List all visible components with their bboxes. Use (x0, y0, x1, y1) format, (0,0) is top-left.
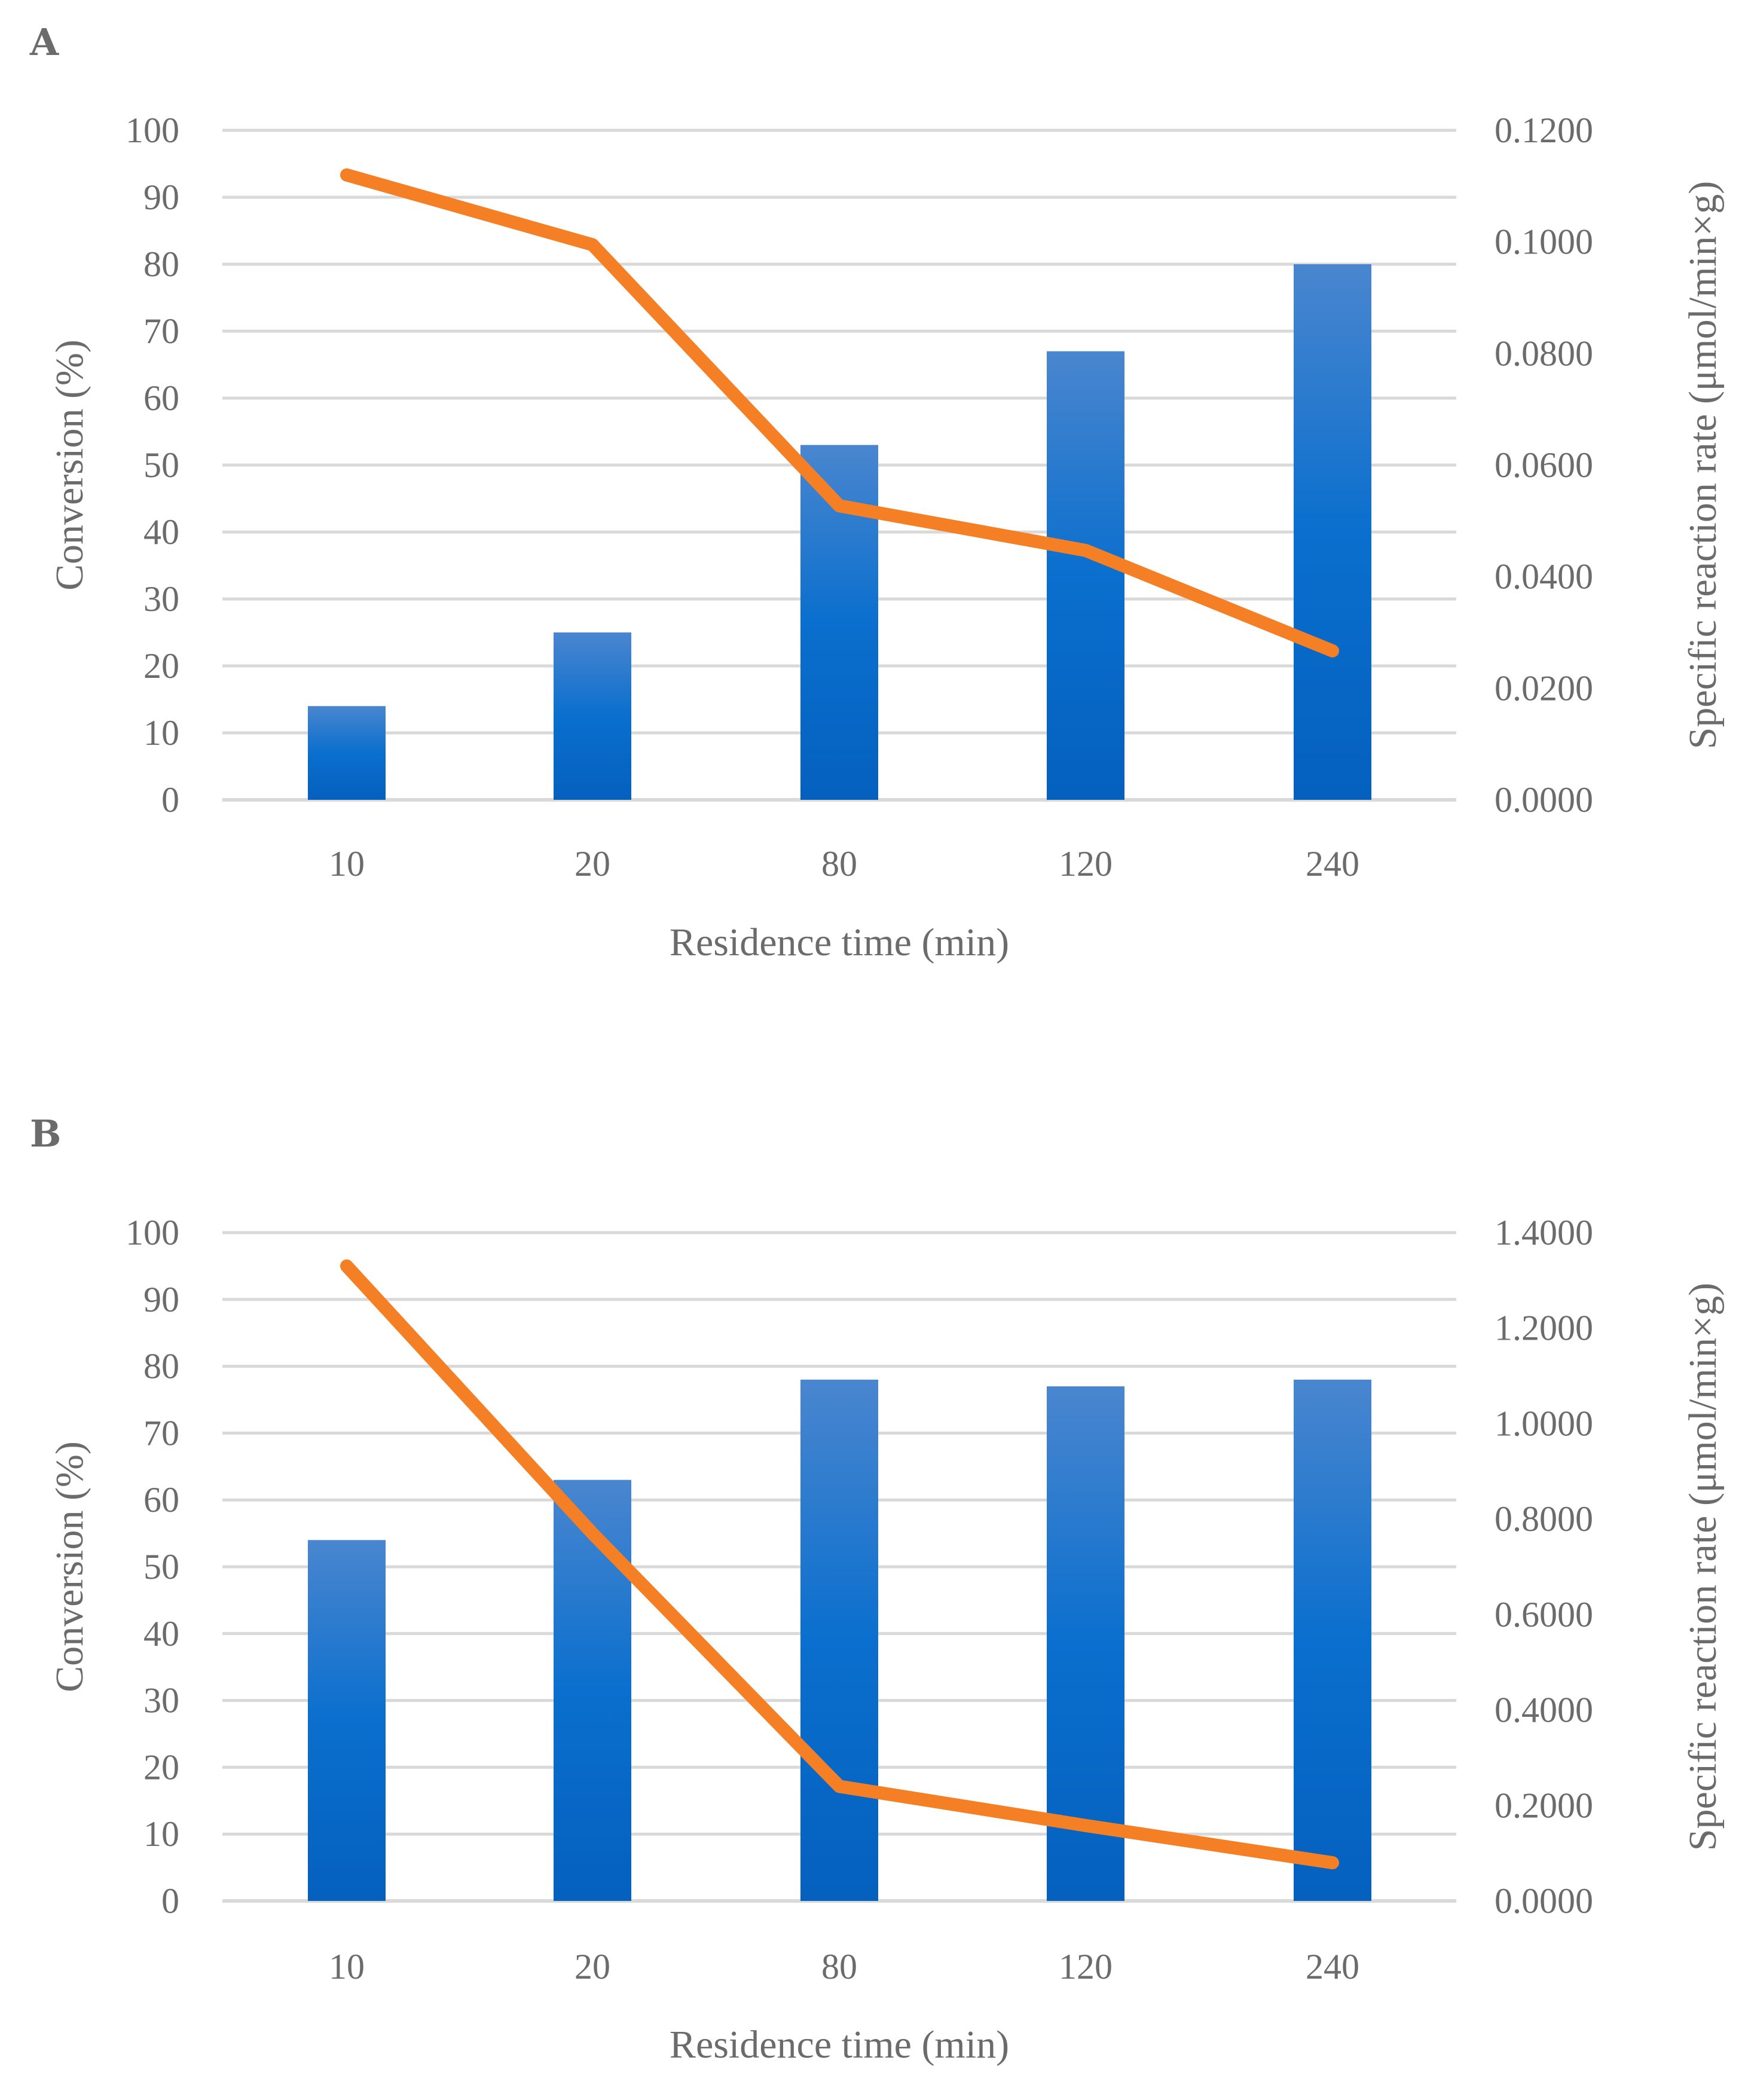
x-tick-label: 80 (821, 1947, 857, 1986)
y-tick-label: 10 (143, 1814, 179, 1854)
y2-tick-label: 0.1200 (1495, 111, 1593, 150)
y-tick-label: 60 (143, 378, 179, 418)
y2-tick-label: 0.6000 (1495, 1595, 1593, 1634)
bar-a-120 (1047, 351, 1124, 800)
bar-b-20 (554, 1480, 631, 1901)
y-tick-label: 70 (143, 1413, 179, 1453)
chart-panel-a: A 0 10 20 30 40 50 60 70 80 90 100 0.0000 0.0200 0.040… (29, 20, 1725, 964)
x-tick-label: 120 (1059, 844, 1113, 884)
x-axis-title: Residence time (min) (670, 921, 1009, 964)
y2-axis-title: Specific reaction rate (μmol/min×g) (1681, 181, 1725, 749)
y-tick-label: 40 (143, 512, 179, 552)
y-tick-label: 80 (143, 1347, 179, 1386)
x-tick-label: 120 (1059, 1947, 1113, 1986)
y2-tick-label: 0.0800 (1495, 334, 1593, 373)
bar-a-10 (308, 706, 386, 800)
y-tick-label: 0 (161, 780, 179, 820)
y2-tick-label: 0.0200 (1495, 668, 1593, 708)
y2-tick-label: 1.4000 (1495, 1213, 1593, 1252)
y2-tick-label: 0.1000 (1495, 222, 1593, 262)
y-tick-label: 0 (161, 1881, 179, 1921)
x-tick-label: 20 (574, 844, 610, 884)
y-tick-label: 10 (143, 713, 179, 753)
bar-a-20 (554, 632, 631, 800)
y2-tick-label: 0.4000 (1495, 1691, 1593, 1730)
y-tick-label: 90 (143, 1280, 179, 1319)
y-axis-title: Conversion (%) (48, 1441, 91, 1692)
y-tick-label: 100 (126, 1213, 179, 1252)
y-axis-title: Conversion (%) (48, 340, 91, 591)
y2-tick-label: 0.2000 (1495, 1786, 1593, 1825)
bar-b-240 (1294, 1379, 1371, 1901)
y2-tick-label: 0.0000 (1495, 1881, 1593, 1921)
panel-letter-b: B (30, 1112, 61, 1156)
y-tick-label: 70 (143, 311, 179, 351)
y2-tick-label: 1.2000 (1495, 1309, 1593, 1348)
y2-tick-label: 0.0000 (1495, 780, 1593, 820)
y2-tick-label: 0.0600 (1495, 445, 1593, 485)
x-axis-title: Residence time (min) (670, 2023, 1009, 2067)
y-tick-label: 90 (143, 178, 179, 217)
y2-axis-title: Specific reaction rate (μmol/min×g) (1681, 1283, 1725, 1851)
panel-letter-a: A (29, 20, 59, 64)
y-tick-label: 20 (143, 646, 179, 686)
chart-panel-b: B 0 10 20 30 40 50 60 70 80 90 100 0.0000 0.2000 0.400… (30, 1112, 1725, 2067)
y2-tick-label: 1.0000 (1495, 1404, 1593, 1443)
x-tick-label: 240 (1306, 844, 1359, 884)
y-tick-label: 30 (143, 1681, 179, 1720)
x-tick-label: 80 (821, 844, 857, 884)
x-tick-label: 10 (329, 1947, 365, 1986)
y-tick-label: 20 (143, 1747, 179, 1787)
y-tick-label: 80 (143, 244, 179, 284)
x-tick-label: 240 (1306, 1947, 1359, 1986)
bar-a-240 (1294, 264, 1371, 800)
x-tick-label: 10 (329, 844, 365, 884)
bar-b-10 (308, 1540, 386, 1901)
rate-line-a (340, 168, 1339, 658)
y-tick-label: 40 (143, 1614, 179, 1653)
y-tick-label: 30 (143, 579, 179, 619)
y-tick-label: 60 (143, 1480, 179, 1520)
bar-b-80 (800, 1379, 878, 1901)
y2-tick-label: 0.8000 (1495, 1499, 1593, 1539)
y-tick-label: 50 (143, 1547, 179, 1587)
y-tick-label: 100 (126, 111, 179, 150)
rate-line-b (340, 1259, 1339, 1870)
x-tick-label: 20 (574, 1947, 610, 1986)
y2-tick-label: 0.0400 (1495, 557, 1593, 597)
y-tick-label: 50 (143, 445, 179, 485)
